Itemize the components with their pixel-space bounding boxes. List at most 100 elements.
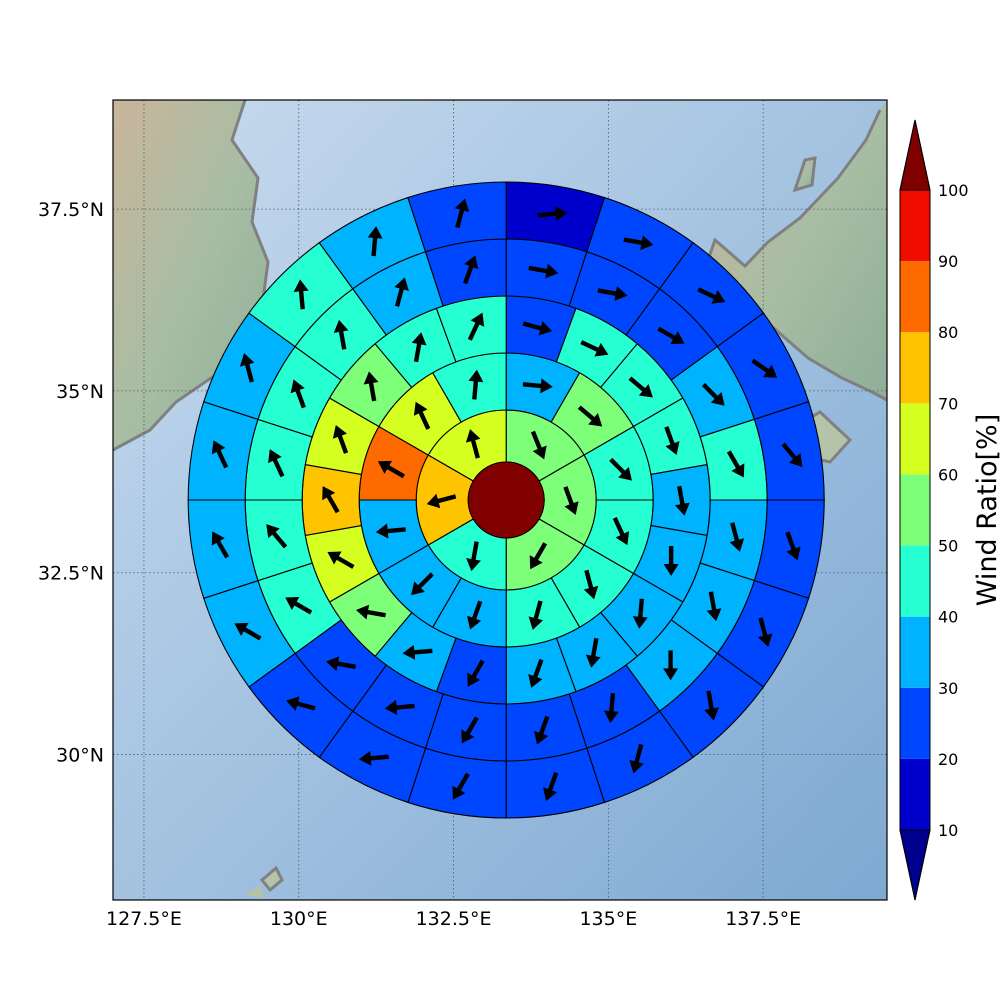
wind-arrow: [577, 405, 603, 427]
colorbar-band: [900, 261, 930, 333]
wind-arrow: [701, 382, 725, 406]
wind-arrow: [234, 622, 262, 641]
y-tick-label: 37.5°N: [38, 199, 104, 221]
wind-arrow: [528, 263, 559, 279]
colorbar-label: Wind Ratio[%]: [972, 414, 1000, 606]
wind-arrow: [322, 486, 340, 514]
wind-arrow-shape: [528, 263, 559, 279]
wind-arrow: [629, 743, 644, 774]
wind-arrow-shape: [462, 255, 479, 285]
wind-arrow-shape: [528, 600, 544, 630]
wind-arrow: [426, 493, 457, 509]
y-tick-label: 30°N: [56, 745, 104, 767]
wind-arrow-shape: [452, 772, 470, 800]
colorbar-tick-label: 100: [938, 181, 969, 200]
wind-arrow: [402, 644, 433, 660]
wind-arrow: [757, 617, 773, 647]
x-tick-label: 130°E: [270, 908, 328, 930]
wind-arrow-shape: [326, 656, 356, 672]
wind-arrow-shape: [534, 715, 550, 745]
colorbar-ticks: 10 20 30 40 50 60 70 80 90 100: [938, 181, 969, 840]
wind-arrow: [467, 312, 485, 341]
wind-arrow-shape: [268, 449, 285, 478]
wind-arrow: [580, 340, 609, 357]
wind-arrow-shape: [580, 340, 609, 357]
wind-arrow: [384, 700, 415, 715]
colorbar-band: [900, 332, 930, 404]
wind-arrow-shape: [467, 659, 485, 687]
wind-arrow: [268, 449, 285, 478]
colorbar-tick-label: 90: [938, 252, 958, 271]
wind-arrow: [293, 279, 309, 310]
wind-arrow-shape: [577, 405, 603, 427]
map-panel: [113, 100, 887, 900]
wind-arrow-shape: [522, 320, 553, 336]
colorbar-tick-label: 70: [938, 394, 958, 413]
colorbar-band: [900, 687, 930, 759]
wind-arrow-shape: [290, 379, 306, 409]
colorbar-band: [900, 758, 930, 830]
wind-arrow: [461, 716, 479, 744]
wind-arrow: [468, 369, 484, 400]
x-tick-label: 132.5°E: [416, 908, 492, 930]
colorbar-under-triangle: [899, 829, 931, 901]
wind-arrow-shape: [781, 442, 803, 467]
wind-arrow: [529, 542, 548, 570]
wind-arrow-shape: [751, 358, 778, 378]
wind-arrow: [522, 320, 553, 336]
wind-arrow: [211, 440, 229, 469]
wind-arrow-shape: [394, 277, 409, 307]
wind-arrow: [355, 604, 386, 620]
wind-arrow-shape: [757, 617, 773, 647]
wind-arrow-shape: [612, 517, 630, 546]
wind-arrow-shape: [522, 378, 553, 394]
wind-arrow: [609, 457, 632, 481]
wind-arrow: [411, 572, 434, 596]
wind-arrow: [528, 658, 544, 688]
wind-arrow: [628, 376, 653, 398]
x-axis-ticks: 127.5°E 130°E 132.5°E 135°E 137.5°E: [106, 908, 801, 930]
wind-arrow-shape: [367, 226, 383, 257]
colorbar-band: [900, 474, 930, 546]
wind-arrow-shape: [293, 279, 309, 310]
wind-arrow: [603, 693, 619, 724]
wind-arrow-shape: [322, 486, 340, 514]
wind-arrow: [290, 379, 306, 409]
wind-arrow: [522, 378, 553, 394]
wind-arrow-shape: [675, 485, 690, 516]
wind-arrow-shape: [384, 700, 415, 715]
wind-arrow: [664, 426, 680, 456]
wind-arrow-shape: [701, 382, 725, 406]
wind-arrow-shape: [632, 598, 648, 629]
wind-arrow-shape: [706, 591, 722, 622]
wind-arrow-shape: [663, 650, 679, 681]
wind-arrow: [530, 430, 547, 460]
wind-arrow: [211, 531, 230, 559]
sado-island: [795, 158, 815, 190]
wind-arrow: [239, 353, 255, 383]
wind-arrow: [543, 772, 559, 801]
wind-arrow-shape: [466, 541, 481, 572]
wind-arrow: [332, 424, 349, 454]
wind-arrow-shape: [426, 493, 457, 509]
wind-arrow-shape: [537, 206, 568, 222]
korea-landmass: [113, 100, 268, 450]
wind-arrow: [465, 429, 481, 459]
wind-arrow-shape: [355, 604, 386, 620]
wind-arrow-shape: [377, 460, 405, 479]
x-tick-label: 135°E: [579, 908, 637, 930]
wind-arrow: [394, 277, 409, 307]
wind-arrow-shape: [704, 690, 719, 721]
y-axis-ticks: 37.5°N 35°N 32.5°N 30°N: [38, 199, 104, 766]
wind-arrow: [632, 598, 648, 629]
colorbar-outline: [899, 119, 931, 901]
wind-arrow-shape: [623, 235, 654, 251]
wind-arrow: [467, 659, 485, 687]
colorbar: 10 20 30 40 50 60 70 80 90 100 Wind Rati…: [899, 119, 1000, 901]
wind-arrow: [285, 597, 313, 615]
wind-arrow: [781, 442, 803, 467]
wind-arrow-shape: [454, 198, 470, 229]
wind-arrow-shape: [467, 600, 483, 630]
wind-arrow: [726, 450, 745, 478]
